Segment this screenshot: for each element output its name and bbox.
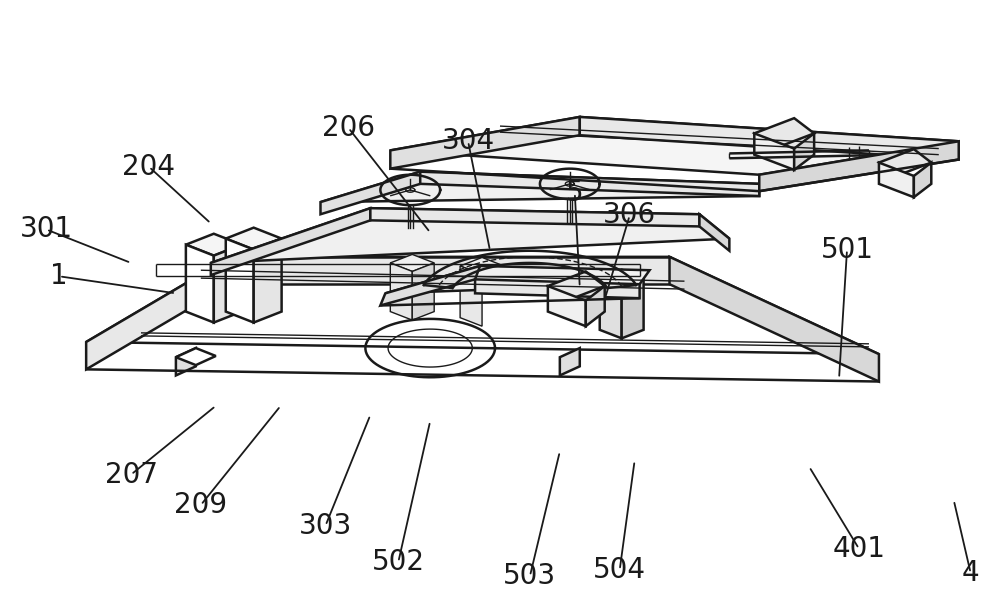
Polygon shape [412,263,434,320]
Polygon shape [186,234,242,255]
Polygon shape [254,239,282,323]
Polygon shape [231,257,670,284]
Polygon shape [548,271,605,301]
Polygon shape [699,214,729,251]
Polygon shape [879,149,931,176]
Polygon shape [385,266,650,293]
Polygon shape [754,133,794,170]
Text: 306: 306 [603,202,656,230]
Text: 206: 206 [322,114,375,142]
Text: 303: 303 [299,511,352,540]
Polygon shape [914,163,931,197]
Text: 304: 304 [442,127,495,155]
Polygon shape [548,286,586,326]
Polygon shape [580,117,959,159]
Text: 4: 4 [962,559,980,587]
Text: 1: 1 [50,262,68,290]
Polygon shape [475,279,640,298]
Text: 501: 501 [821,236,874,263]
Polygon shape [211,208,370,275]
Polygon shape [560,348,580,375]
Polygon shape [214,244,242,323]
Polygon shape [420,172,759,196]
Text: 301: 301 [20,216,73,243]
Polygon shape [390,263,412,320]
Polygon shape [759,141,959,191]
Polygon shape [754,118,814,148]
Polygon shape [879,163,914,197]
Text: 207: 207 [105,461,158,489]
Polygon shape [320,172,759,202]
Text: 401: 401 [832,535,886,563]
Text: 209: 209 [174,491,227,519]
Text: 204: 204 [122,153,175,181]
Polygon shape [226,228,282,249]
Polygon shape [600,278,622,338]
Polygon shape [380,266,480,306]
Text: 502: 502 [372,548,425,576]
Polygon shape [600,269,644,287]
Polygon shape [176,348,196,375]
Polygon shape [186,244,214,323]
Polygon shape [586,286,605,326]
Polygon shape [670,257,879,381]
Polygon shape [794,133,814,170]
Polygon shape [390,254,434,271]
Polygon shape [370,208,699,227]
Polygon shape [460,257,504,274]
Polygon shape [176,348,216,365]
Polygon shape [622,278,644,338]
Text: 503: 503 [503,562,556,590]
Polygon shape [390,117,959,175]
Polygon shape [460,266,482,326]
Polygon shape [226,239,254,323]
Polygon shape [211,208,729,263]
Polygon shape [390,117,580,169]
Text: 5: 5 [566,179,584,207]
Polygon shape [86,257,231,370]
Text: 504: 504 [593,556,646,584]
Polygon shape [320,172,420,214]
Polygon shape [86,257,879,354]
